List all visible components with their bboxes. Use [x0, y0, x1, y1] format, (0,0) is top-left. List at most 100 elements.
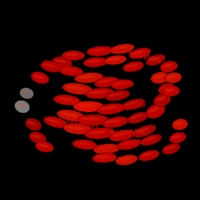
Ellipse shape: [112, 132, 128, 137]
Ellipse shape: [146, 54, 165, 66]
Ellipse shape: [62, 51, 85, 60]
Ellipse shape: [156, 96, 166, 101]
Ellipse shape: [98, 79, 112, 83]
Ellipse shape: [73, 101, 104, 112]
Ellipse shape: [78, 114, 109, 126]
Ellipse shape: [149, 107, 160, 113]
Ellipse shape: [158, 83, 175, 95]
Ellipse shape: [15, 100, 30, 113]
Ellipse shape: [105, 55, 127, 65]
Ellipse shape: [29, 132, 46, 144]
Ellipse shape: [67, 126, 84, 130]
Ellipse shape: [43, 64, 56, 68]
Ellipse shape: [33, 74, 44, 79]
Ellipse shape: [140, 134, 162, 146]
Ellipse shape: [170, 132, 186, 143]
Ellipse shape: [151, 72, 169, 84]
Ellipse shape: [148, 57, 160, 61]
Ellipse shape: [164, 88, 175, 92]
Ellipse shape: [44, 116, 67, 128]
Ellipse shape: [41, 61, 62, 72]
Ellipse shape: [90, 49, 106, 52]
Ellipse shape: [130, 114, 142, 119]
Ellipse shape: [172, 119, 188, 130]
Ellipse shape: [93, 144, 120, 154]
Ellipse shape: [95, 155, 110, 158]
Ellipse shape: [83, 57, 108, 67]
Ellipse shape: [162, 86, 180, 96]
Ellipse shape: [31, 134, 42, 139]
Ellipse shape: [97, 103, 125, 115]
Ellipse shape: [160, 61, 178, 72]
Ellipse shape: [110, 44, 134, 54]
Ellipse shape: [86, 60, 101, 63]
Ellipse shape: [109, 92, 123, 97]
Ellipse shape: [120, 141, 134, 146]
Ellipse shape: [25, 118, 41, 131]
Ellipse shape: [114, 82, 127, 85]
Ellipse shape: [31, 72, 49, 84]
Ellipse shape: [66, 86, 85, 90]
Ellipse shape: [143, 137, 156, 142]
Ellipse shape: [62, 69, 77, 72]
Ellipse shape: [111, 79, 133, 90]
Ellipse shape: [57, 110, 85, 121]
Ellipse shape: [75, 142, 90, 145]
Ellipse shape: [62, 83, 93, 95]
Ellipse shape: [100, 106, 118, 110]
Ellipse shape: [106, 119, 121, 123]
Ellipse shape: [141, 152, 153, 157]
Ellipse shape: [95, 77, 119, 87]
Ellipse shape: [136, 127, 150, 133]
Ellipse shape: [154, 93, 171, 107]
Ellipse shape: [35, 141, 54, 152]
Ellipse shape: [117, 139, 141, 150]
Ellipse shape: [52, 56, 72, 68]
Ellipse shape: [164, 146, 175, 150]
Ellipse shape: [125, 64, 138, 68]
Ellipse shape: [139, 150, 159, 161]
Ellipse shape: [57, 97, 73, 101]
Ellipse shape: [72, 139, 97, 149]
Ellipse shape: [20, 88, 34, 99]
Ellipse shape: [47, 119, 61, 124]
Ellipse shape: [146, 104, 165, 118]
Ellipse shape: [162, 143, 180, 154]
Ellipse shape: [153, 75, 164, 79]
Ellipse shape: [63, 123, 92, 134]
Ellipse shape: [107, 57, 120, 61]
Ellipse shape: [38, 144, 49, 148]
Ellipse shape: [172, 135, 181, 139]
Ellipse shape: [59, 66, 83, 76]
Ellipse shape: [127, 112, 148, 124]
Ellipse shape: [92, 153, 117, 163]
Ellipse shape: [129, 48, 151, 59]
Ellipse shape: [109, 130, 135, 141]
Ellipse shape: [74, 73, 103, 83]
Ellipse shape: [106, 90, 130, 101]
Ellipse shape: [86, 88, 114, 99]
Ellipse shape: [88, 130, 107, 134]
Ellipse shape: [82, 117, 100, 121]
Ellipse shape: [121, 99, 145, 110]
Ellipse shape: [78, 75, 95, 78]
Ellipse shape: [87, 46, 113, 56]
Ellipse shape: [118, 157, 132, 161]
Ellipse shape: [174, 121, 184, 125]
Ellipse shape: [162, 64, 173, 68]
Ellipse shape: [77, 104, 96, 107]
Ellipse shape: [160, 86, 170, 90]
Ellipse shape: [97, 146, 113, 150]
Ellipse shape: [27, 121, 37, 126]
Ellipse shape: [133, 125, 156, 137]
Ellipse shape: [123, 61, 144, 72]
Ellipse shape: [60, 112, 77, 117]
Ellipse shape: [84, 128, 116, 139]
Ellipse shape: [17, 103, 25, 108]
Ellipse shape: [53, 95, 80, 105]
Ellipse shape: [116, 155, 138, 165]
Ellipse shape: [165, 72, 182, 83]
Ellipse shape: [102, 117, 129, 128]
Ellipse shape: [21, 90, 30, 94]
Ellipse shape: [65, 53, 79, 56]
